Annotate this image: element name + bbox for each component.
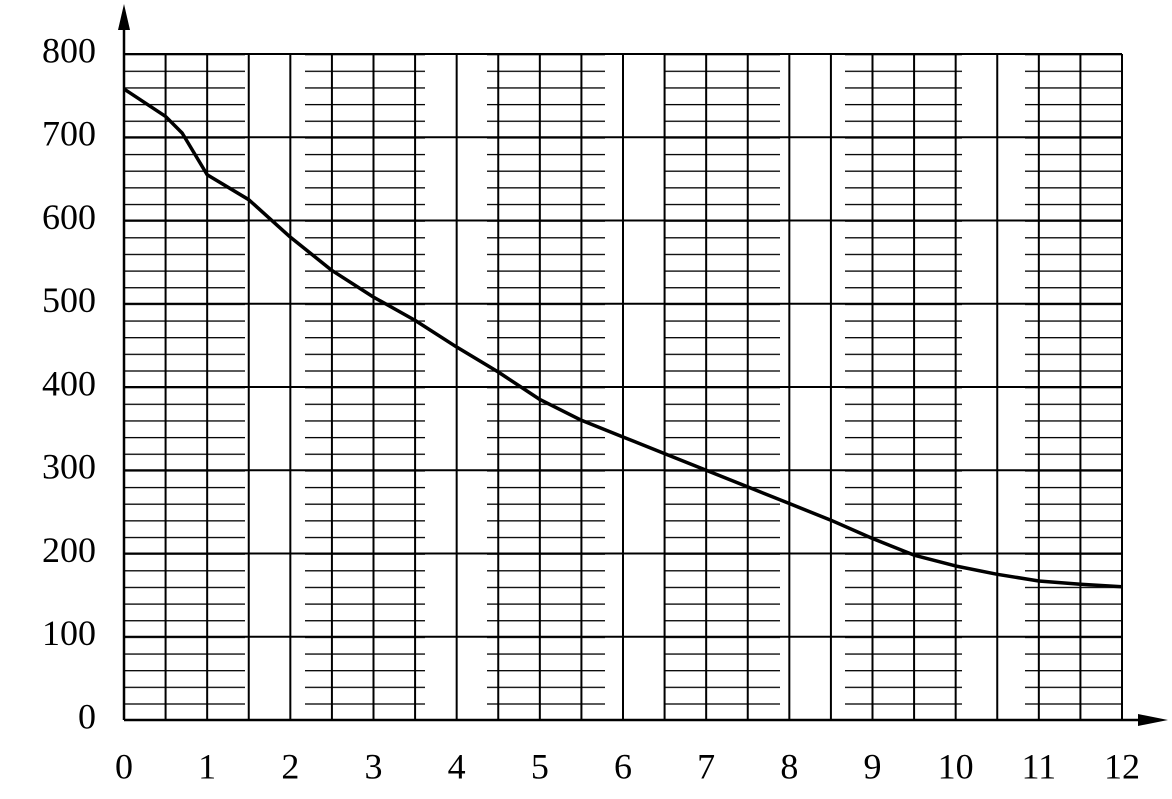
y-tick-label: 800 (42, 30, 96, 70)
x-tick-label: 7 (697, 746, 715, 786)
x-tick-label: 10 (938, 746, 974, 786)
x-tick-label: 6 (614, 746, 632, 786)
x-tick-label: 12 (1104, 746, 1140, 786)
x-tick-label: 5 (531, 746, 549, 786)
x-tick-label: 4 (448, 746, 466, 786)
y-tick-label: 100 (42, 613, 96, 653)
y-tick-label: 500 (42, 280, 96, 320)
y-tick-label: 700 (42, 114, 96, 154)
x-tick-label: 2 (281, 746, 299, 786)
x-tick-label: 1 (198, 746, 216, 786)
x-arrow (1138, 714, 1168, 726)
grid (123, 53, 1123, 721)
x-tick-label: 9 (864, 746, 882, 786)
y-arrow (118, 4, 130, 30)
x-tick-label: 0 (115, 746, 133, 786)
y-tick-label: 300 (42, 447, 96, 487)
y-tick-label: 0 (78, 696, 96, 736)
x-tick-label: 8 (780, 746, 798, 786)
x-tick-label: 3 (365, 746, 383, 786)
y-tick-label: 600 (42, 197, 96, 237)
curve (123, 87, 1123, 589)
x-tick-label: 11 (1021, 746, 1056, 786)
y-tick-label: 200 (42, 530, 96, 570)
y-tick-label: 400 (42, 363, 96, 403)
